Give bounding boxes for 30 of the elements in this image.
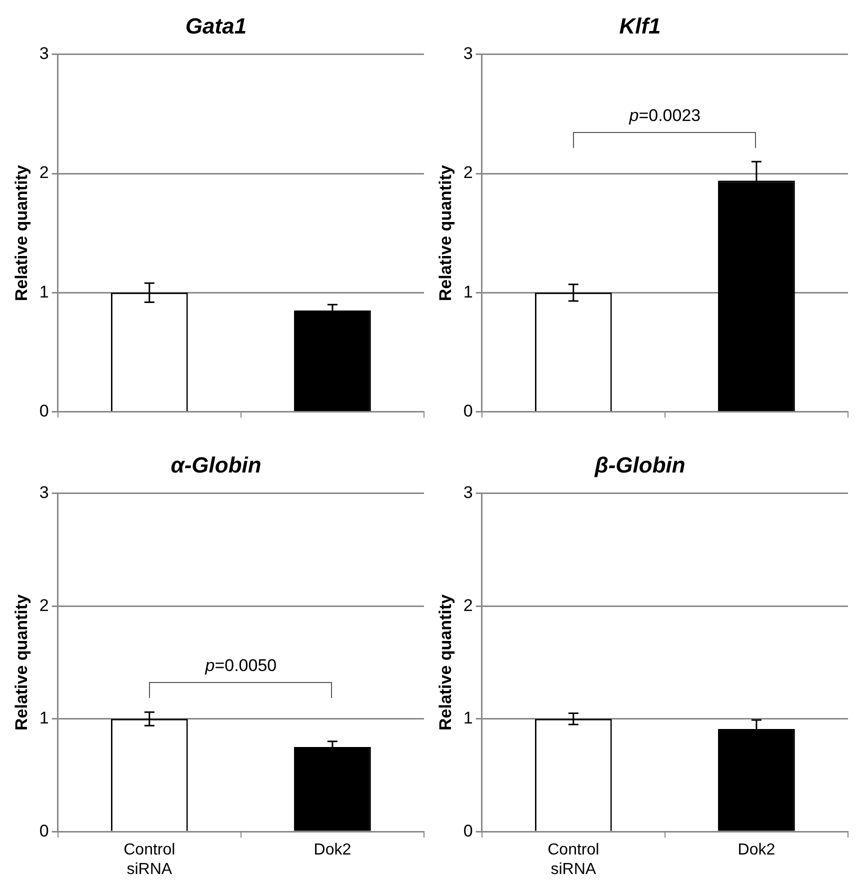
- y-tick-label: 1: [463, 708, 473, 728]
- annotation: p=0.0023: [629, 106, 701, 125]
- y-axis-title: Relative quantity: [12, 164, 31, 302]
- y-tick-label: 2: [39, 163, 49, 182]
- x-tick-label: Control siRNA: [548, 842, 600, 878]
- x-tick-label: Dok2: [314, 842, 352, 859]
- y-tick-label: 1: [39, 282, 49, 302]
- y-tick-label: 3: [463, 44, 473, 64]
- annotation: p=0.0050: [205, 656, 277, 676]
- chart-title: β-Globin: [594, 452, 686, 478]
- y-tick-label: 3: [463, 483, 473, 502]
- y-tick-label: 3: [39, 483, 49, 502]
- chart-title: α-Globin: [170, 452, 262, 478]
- y-tick-label: 0: [39, 401, 49, 420]
- y-tick-label: 1: [463, 282, 473, 302]
- x-tick-label: Control siRNA: [124, 842, 176, 878]
- y-tick-label: 2: [463, 596, 473, 615]
- x-tick-label: Dok2: [738, 842, 776, 859]
- chart-title: Klf1: [619, 13, 661, 38]
- y-tick-label: 0: [463, 401, 473, 420]
- y-axis-title: Relative quantity: [12, 594, 31, 731]
- y-tick-label: 3: [39, 44, 49, 64]
- y-tick-label: 0: [463, 821, 473, 840]
- chart-title: Gata1: [185, 13, 247, 38]
- y-axis-title: Relative quantity: [436, 594, 455, 731]
- y-tick-label: 0: [39, 821, 49, 840]
- y-tick-label: 2: [39, 596, 49, 615]
- y-tick-label: 2: [463, 163, 473, 182]
- y-tick-label: 1: [39, 708, 49, 728]
- y-axis-title: Relative quantity: [436, 164, 455, 302]
